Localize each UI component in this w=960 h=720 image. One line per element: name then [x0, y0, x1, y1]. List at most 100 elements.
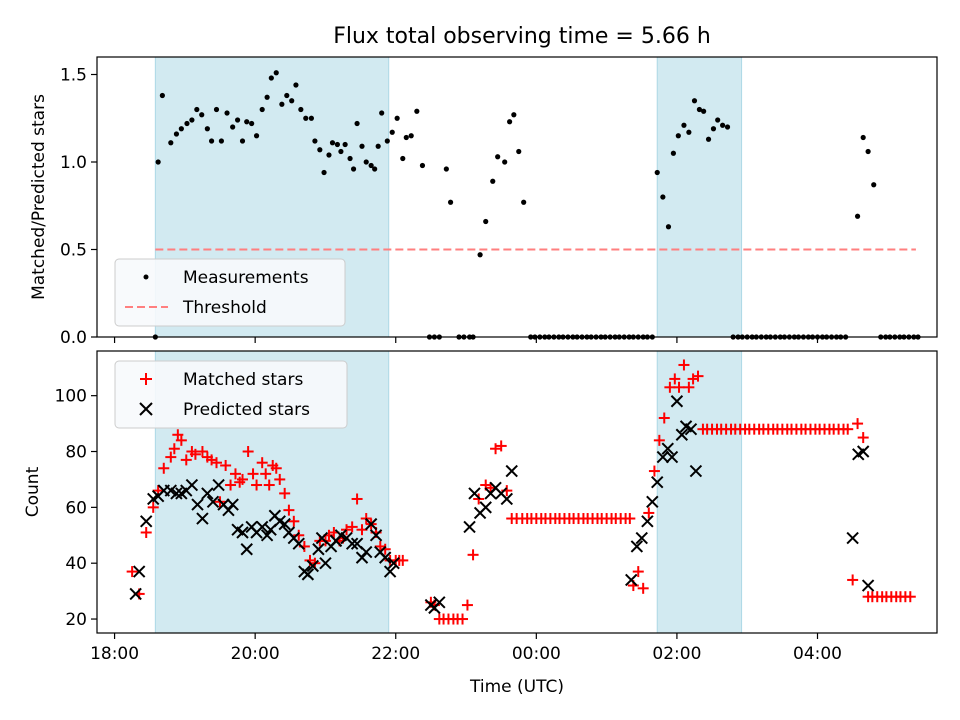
- measurement-point: [321, 169, 327, 176]
- measurement-point: [715, 117, 721, 123]
- measurement-point: [860, 134, 866, 141]
- predicted-star-point: [369, 529, 383, 542]
- matched-star-point: [658, 412, 670, 424]
- matched-star-point: [341, 524, 353, 536]
- x-tick-label: 18:00: [90, 644, 139, 664]
- predicted-star-point: [689, 464, 703, 478]
- predicted-star-point: [129, 587, 142, 601]
- measurement-point: [230, 124, 236, 130]
- matched-star-point: [857, 432, 869, 444]
- ratio-y-axis-label: Matched/Predicted stars: [29, 94, 49, 300]
- measurement-point: [249, 120, 255, 127]
- measurement-point: [516, 148, 522, 155]
- predicted-star-point: [312, 543, 325, 556]
- predicted-star-point: [665, 450, 679, 464]
- measurement-point: [375, 143, 381, 149]
- matched-star-point: [467, 549, 479, 561]
- predicted-star-point: [255, 520, 269, 534]
- matched-star-point: [637, 582, 649, 594]
- matched-star-point: [346, 521, 358, 533]
- count-legend-box: [114, 360, 348, 429]
- measurement-point: [447, 199, 454, 205]
- measurement-point: [521, 199, 527, 205]
- measurement-point: [224, 110, 230, 116]
- predicted-star-point: [278, 517, 291, 531]
- measurement-point: [363, 159, 369, 165]
- matched-star-point: [147, 501, 159, 513]
- y-tick-label: 100: [55, 387, 87, 407]
- matched-star-point: [648, 465, 660, 477]
- matched-star-point: [852, 418, 864, 430]
- measurement-point: [239, 138, 246, 144]
- legend-matched-marker: [140, 373, 152, 385]
- measurement-point: [871, 182, 877, 188]
- predicted-star-point: [378, 551, 392, 564]
- predicted-star-point: [468, 487, 481, 500]
- predicted-star-point: [360, 545, 373, 559]
- predicted-star-point: [479, 501, 492, 514]
- matched-star-point: [283, 504, 295, 516]
- matched-star-point: [461, 599, 473, 611]
- measurement-point: [675, 133, 681, 139]
- predicted-star-point: [206, 495, 220, 508]
- measurement-point: [419, 162, 426, 169]
- matched-star-point: [256, 457, 268, 469]
- measurement-point: [408, 133, 414, 139]
- count-panel: 20 40 60 80 100 18:00 20:00 22:00 00:00 02:00 04:0…: [23, 350, 938, 697]
- legend-measurements-label: Measurements: [183, 268, 309, 288]
- matched-star-point: [904, 591, 916, 603]
- predicted-star-point: [433, 596, 446, 609]
- matched-star-point: [229, 468, 241, 480]
- measurement-point: [155, 159, 161, 165]
- y-tick-label: 0.5: [60, 241, 87, 261]
- measurement-point: [273, 70, 279, 76]
- measurement-point: [342, 141, 348, 148]
- x-tick-label: 00:00: [512, 644, 561, 664]
- measurement-point: [384, 138, 390, 144]
- shaded-interval: [656, 350, 743, 634]
- measurement-point: [720, 122, 726, 128]
- ratio-axes: 0.0 0.5 1.0 1.5: [60, 66, 819, 348]
- ratio-legend: Measurements Threshold: [114, 258, 346, 327]
- predicted-star-point: [383, 565, 397, 578]
- measurement-point: [204, 126, 210, 132]
- measurement-point: [218, 138, 225, 144]
- predicted-star-point: [646, 495, 659, 508]
- count-axes: 20 40 60 80 100 18:00 20:00 22:00 00:00 02:00 04:0…: [55, 387, 842, 664]
- measurement-point: [670, 150, 677, 156]
- y-tick-label: 1.0: [60, 153, 87, 173]
- measurement-point: [159, 92, 165, 99]
- matched-star-point: [126, 566, 138, 578]
- matched-star-point: [495, 440, 507, 452]
- y-tick-label: 60: [65, 498, 87, 518]
- matched-star-point: [274, 473, 286, 485]
- count-y-axis-label: Count: [23, 466, 43, 517]
- matched-star-point: [356, 524, 368, 536]
- matched-star-point: [457, 613, 469, 625]
- predicted-star-point: [301, 568, 315, 581]
- measurement-point: [443, 166, 449, 172]
- matched-star-point: [251, 479, 263, 491]
- matched-star-point: [270, 462, 282, 474]
- measurement-point: [705, 136, 712, 142]
- measurement-point: [654, 169, 660, 176]
- matched-star-point: [189, 448, 201, 460]
- matched-star-point: [288, 515, 300, 527]
- predicted-star-point: [139, 515, 153, 528]
- matched-star-point: [279, 487, 291, 499]
- matched-star-point: [632, 566, 644, 578]
- predicted-star-point: [684, 422, 698, 436]
- measurement-point: [244, 119, 250, 125]
- measurement-point: [168, 140, 174, 146]
- measurement-point: [490, 178, 496, 184]
- predicted-star-point: [625, 573, 638, 587]
- measurement-point: [326, 152, 332, 158]
- matched-star-point: [172, 429, 184, 441]
- measurement-point: [312, 138, 318, 144]
- measurement-point: [329, 140, 336, 146]
- measurement-point: [511, 112, 517, 118]
- predicted-star-point: [661, 442, 674, 455]
- measurement-point: [359, 143, 365, 149]
- matched-star-point: [140, 526, 152, 538]
- ratio-marks: [152, 70, 921, 340]
